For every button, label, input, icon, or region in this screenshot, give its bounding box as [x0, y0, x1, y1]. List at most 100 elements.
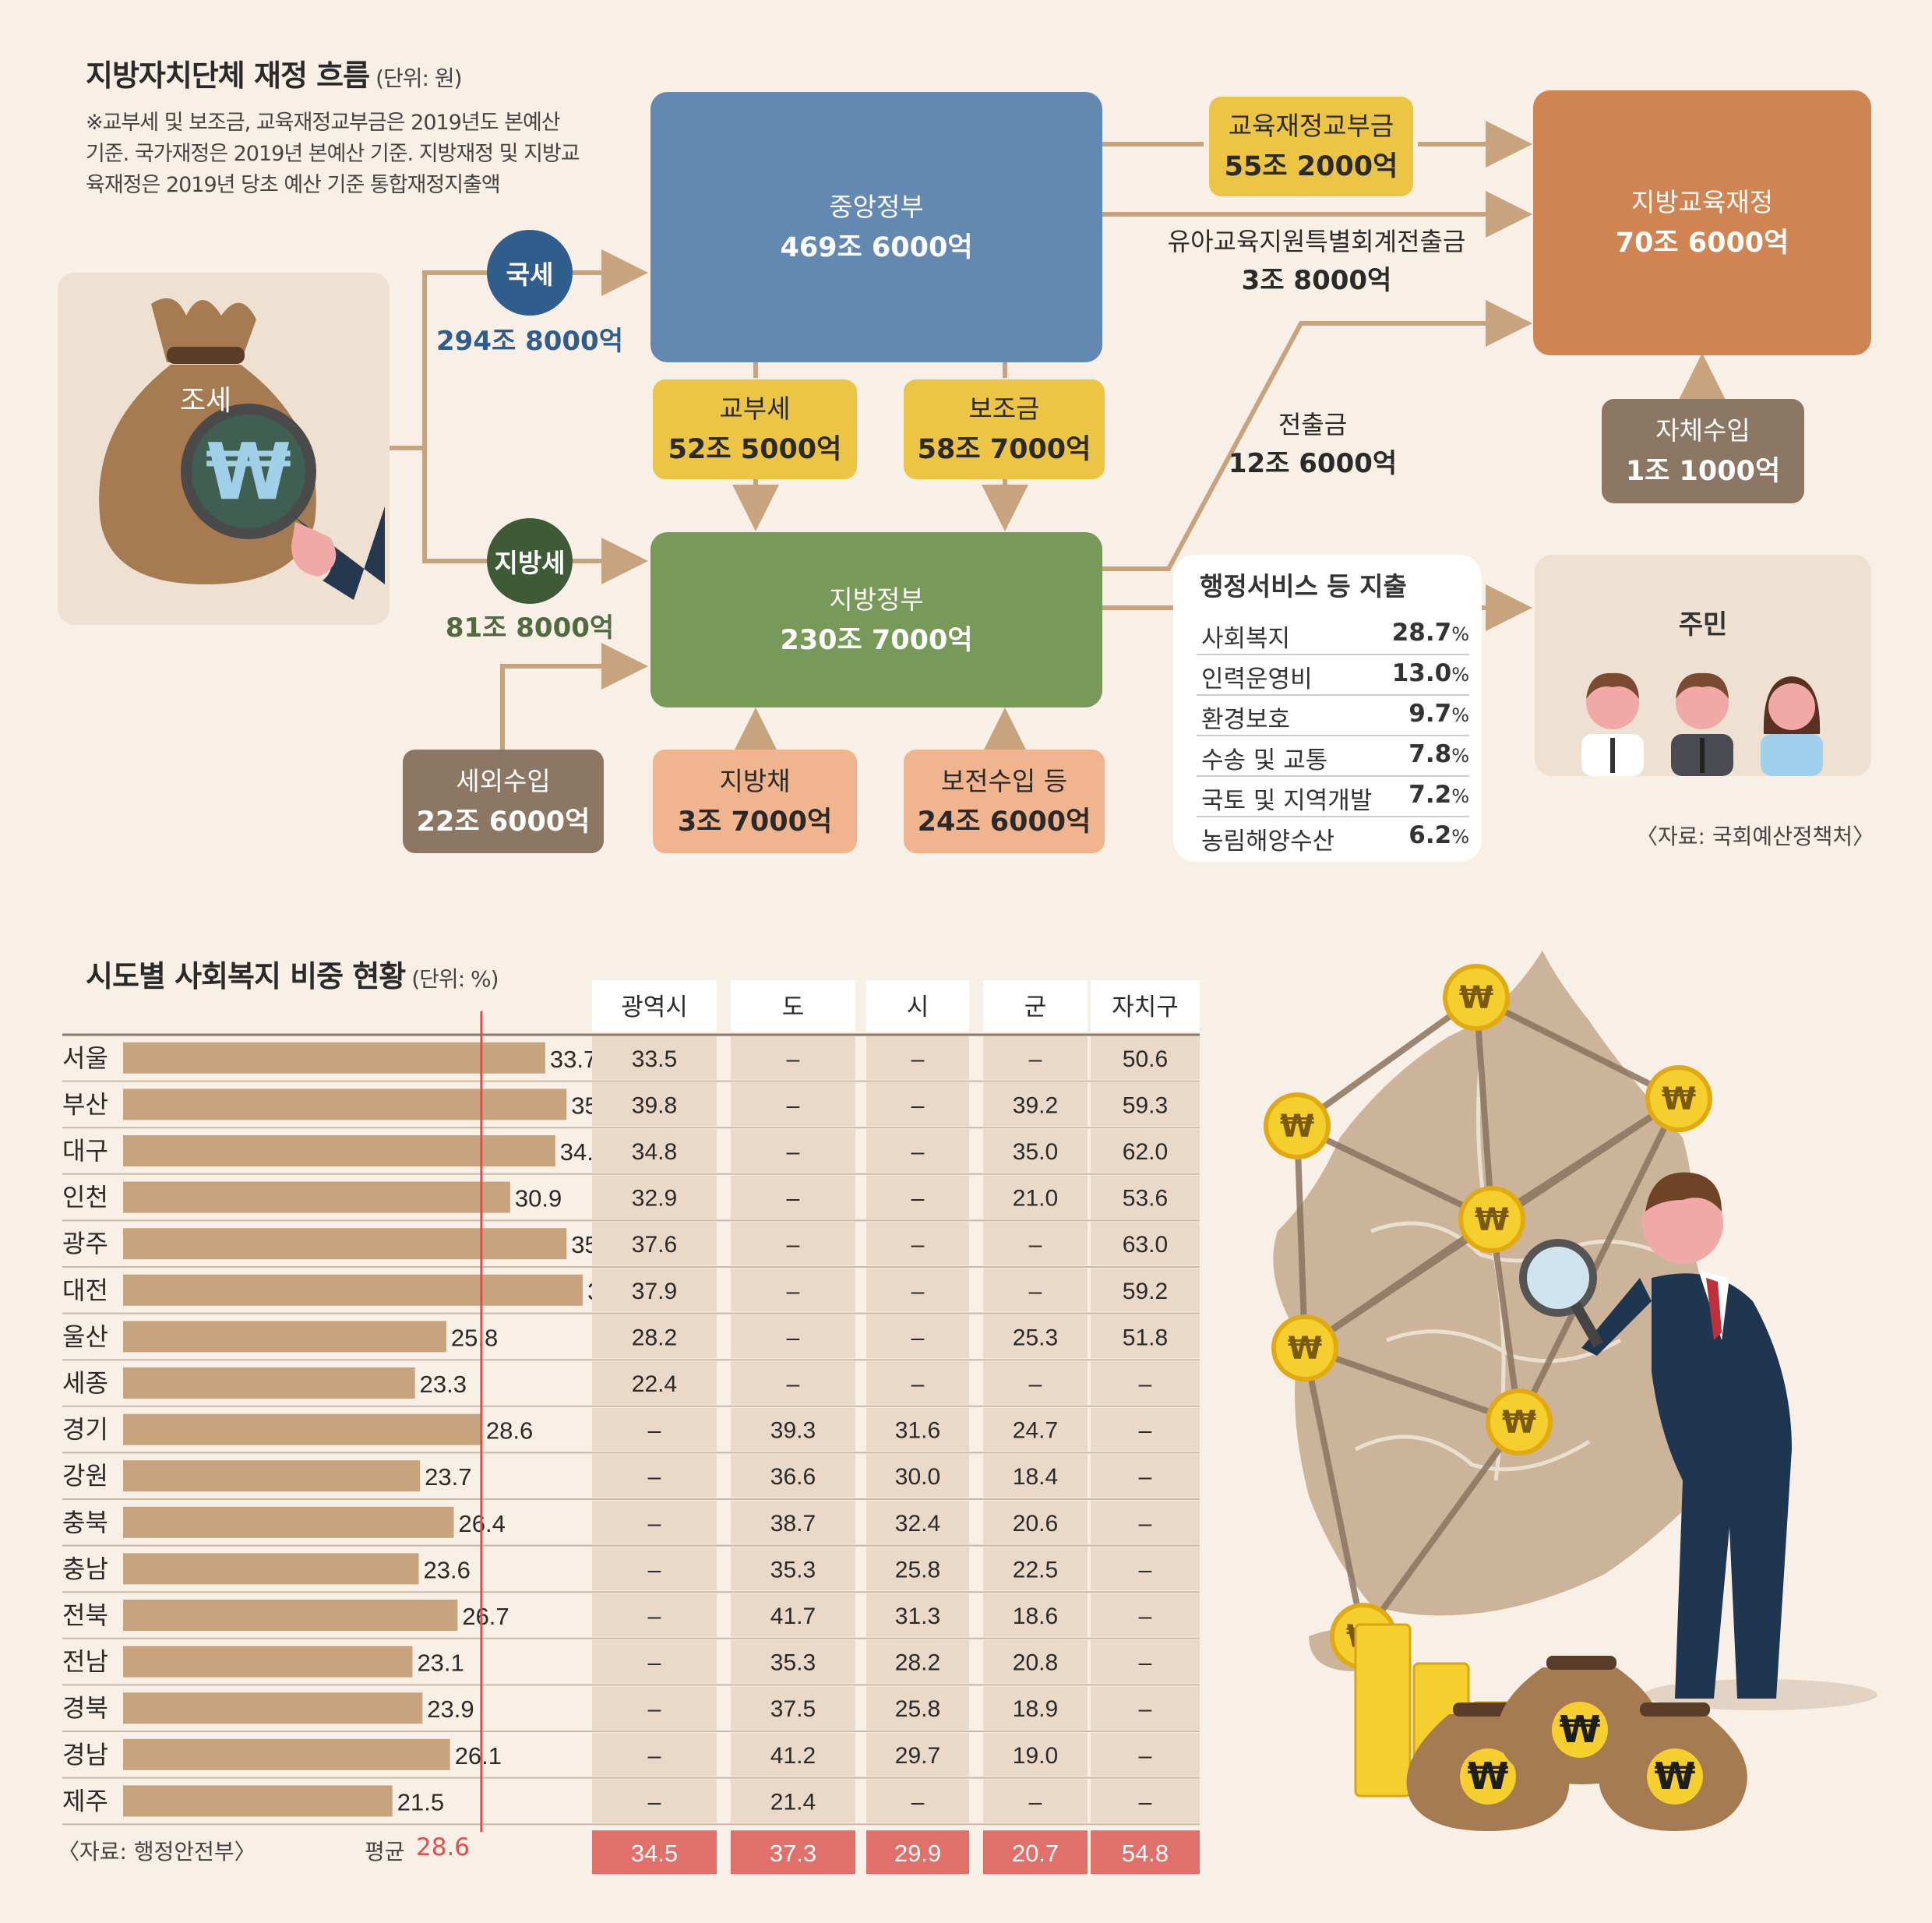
table-cell — [866, 1779, 969, 1823]
region-label: 전남 — [62, 1648, 108, 1676]
table-cell — [983, 1733, 1088, 1777]
spending-row: 농림해양수산 6.2% — [1197, 817, 1469, 856]
table-cell — [592, 1082, 717, 1127]
welfare-bar — [123, 1785, 393, 1817]
bar-value-label: 23.3 — [420, 1371, 467, 1398]
spending-row: 인력운영비 13.0% — [1197, 655, 1469, 696]
welfare-bar — [123, 1413, 481, 1445]
spending-unit: % — [1451, 704, 1469, 726]
table-cell — [866, 1547, 969, 1591]
average-cell-value: 54.8 — [1122, 1840, 1169, 1867]
table-cell-value: – — [648, 1464, 661, 1490]
region-label: 세종 — [62, 1369, 108, 1397]
table-cell-value: 35.0 — [1013, 1139, 1058, 1165]
bar-value-label: 23.6 — [423, 1556, 470, 1583]
table-cell-value: – — [787, 1139, 800, 1165]
table-cell — [983, 1129, 1088, 1173]
table-cell-value: – — [1139, 1464, 1152, 1490]
table-cell-value: 21.0 — [1013, 1186, 1058, 1212]
table-cell-value: – — [1029, 1232, 1042, 1258]
welfare-bar — [123, 1274, 583, 1306]
average-cell — [866, 1830, 969, 1875]
welfare-bar — [123, 1738, 450, 1770]
table-cell — [866, 1082, 969, 1127]
table-cell-value: – — [1029, 1046, 1042, 1072]
spending-value: 7.8 — [1408, 740, 1452, 768]
spending-name: 국토 및 지역개발 — [1201, 787, 1373, 815]
average-label: 평균 — [365, 1839, 405, 1865]
region-label: 충남 — [62, 1554, 108, 1583]
table-cell-value: – — [1139, 1511, 1152, 1537]
table-cell-value: – — [648, 1696, 661, 1722]
table-cell — [592, 1593, 717, 1637]
table-cell-value: 38.7 — [770, 1511, 816, 1537]
table-cell — [592, 1129, 717, 1173]
table-cell — [1091, 1454, 1200, 1498]
table-cell — [592, 1268, 717, 1312]
spending-name: 농림해양수산 — [1201, 827, 1335, 856]
table-cell — [592, 1686, 717, 1730]
national-tax-label: 국세 — [506, 259, 554, 290]
central-government-box: 중앙정부 469조 6000억 — [650, 92, 1102, 362]
nontax-amount: 22조 6000억 — [416, 806, 591, 838]
table-header-cell — [866, 980, 969, 1032]
infant-transfer: 유아교육지원특별회계전출금 3조 8000억 — [1122, 222, 1511, 300]
table-cell — [983, 1036, 1088, 1080]
compensation-box: 보전수입 등 24조 6000억 — [904, 750, 1105, 853]
table-cell — [731, 1547, 855, 1591]
average-cell — [592, 1830, 717, 1875]
table-cell-value: 18.6 — [1013, 1604, 1058, 1629]
table-cell — [731, 1501, 855, 1544]
table-cell — [731, 1779, 855, 1823]
table-cell-value: – — [911, 1232, 925, 1258]
table-cell-value: – — [787, 1046, 800, 1072]
table-cell-value: – — [648, 1604, 661, 1629]
welfare-bar — [123, 1646, 413, 1678]
compensation-amount: 24조 6000억 — [917, 806, 1091, 838]
edu-grant-amount: 55조 2000억 — [1224, 151, 1398, 182]
bar-value-label: 23.7 — [425, 1463, 471, 1491]
table-cell-value: 34.8 — [632, 1139, 677, 1165]
table-cell-value: – — [911, 1789, 925, 1815]
table-cell-value: 59.2 — [1123, 1279, 1168, 1304]
table-cell — [592, 1779, 717, 1823]
region-label: 경남 — [62, 1741, 108, 1769]
table-cell — [1091, 1314, 1200, 1359]
table-cell — [731, 1268, 855, 1312]
tax-label: 조세 — [179, 385, 232, 417]
table-cell — [592, 1314, 717, 1359]
spending-value: 9.7 — [1408, 700, 1452, 728]
table-cell — [1091, 1222, 1200, 1265]
flow-unit: (단위: 원) — [375, 65, 462, 91]
table-cell — [592, 1639, 717, 1684]
subsidy-box: 보조금 58조 7000억 — [904, 379, 1105, 479]
table-cell-value: 29.7 — [895, 1743, 940, 1769]
edu-grant-box: 교육재정교부금 55조 2000억 — [1209, 97, 1413, 196]
svg-text:₩: ₩ — [1468, 1755, 1509, 1798]
table-cell-value: – — [787, 1232, 800, 1258]
table-cell-value: 20.8 — [1013, 1650, 1058, 1676]
welfare-bar — [123, 1181, 510, 1213]
table-cell-value: 51.8 — [1123, 1325, 1168, 1350]
welfare-bar — [123, 1600, 458, 1631]
table-cell — [866, 1639, 969, 1684]
own-income-label: 자체수입 — [1655, 415, 1750, 446]
average-cell-value: 29.9 — [894, 1840, 941, 1867]
table-cell-value: 41.7 — [770, 1604, 816, 1629]
welfare-bar — [123, 1321, 446, 1353]
average-cell — [983, 1830, 1088, 1875]
local-tax-amount: 81조 8000억 — [445, 612, 615, 644]
edu-amount: 70조 6000억 — [1615, 228, 1789, 259]
bond-label: 지방채 — [719, 765, 791, 796]
table-cell — [731, 1361, 855, 1405]
table-cell — [592, 1501, 717, 1544]
table-header-cell — [731, 980, 855, 1032]
bar-value-label: 28.6 — [486, 1417, 533, 1445]
table-cell-value: – — [911, 1186, 925, 1212]
nontax-income-box: 세외수입 22조 6000억 — [403, 750, 604, 853]
region-label: 울산 — [62, 1322, 108, 1350]
region-label: 인천 — [62, 1184, 108, 1212]
table-cell — [983, 1175, 1088, 1219]
table-cell — [983, 1501, 1088, 1544]
spending-unit: % — [1451, 785, 1469, 807]
